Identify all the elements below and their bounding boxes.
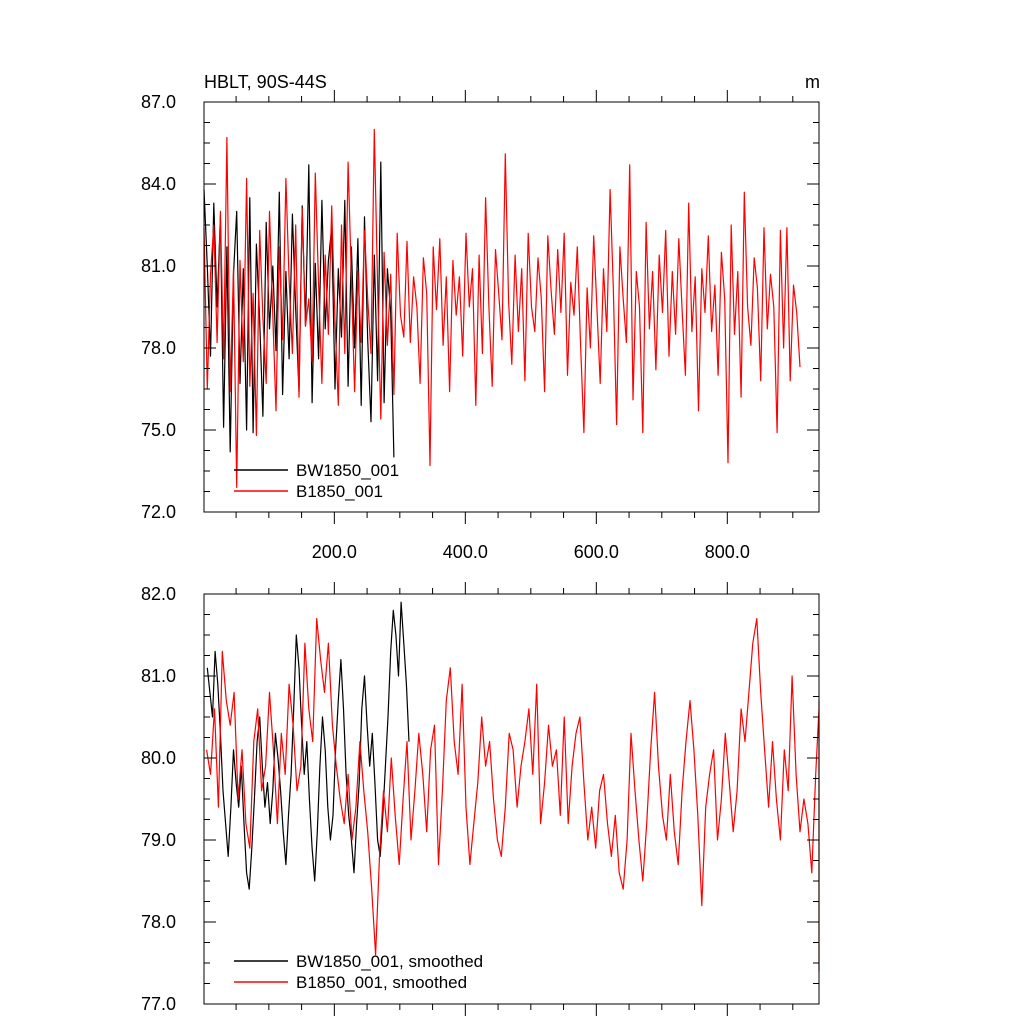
- top-series-line-1: [203, 128, 801, 488]
- bottom-y-tick-label: 82.0: [141, 584, 176, 604]
- bottom-plot-area: [206, 601, 820, 972]
- top-x-tick-label: 200.0: [312, 542, 357, 562]
- top-panel: HBLT, 90S-44S m 72.0 75.0 78.0 81.0 84.0 87.0…: [141, 72, 820, 562]
- top-x-tick-label: 400.0: [443, 542, 488, 562]
- bottom-series-line-0: [206, 601, 410, 890]
- top-panel-unit-label: m: [805, 72, 820, 92]
- top-y-tick-label: 81.0: [141, 256, 176, 276]
- top-x-tick-label: 600.0: [574, 542, 619, 562]
- bottom-series-line-1: [206, 617, 820, 972]
- legend-label-bw1850-smoothed: BW1850_001, smoothed: [296, 952, 483, 971]
- top-y-tick-label: 87.0: [141, 92, 176, 112]
- top-y-tick-label: 84.0: [141, 174, 176, 194]
- top-panel-title: HBLT, 90S-44S: [204, 72, 327, 92]
- top-y-tick-label: 75.0: [141, 420, 176, 440]
- bottom-y-tick-label: 79.0: [141, 830, 176, 850]
- bottom-panel: 77.0 78.0 79.0 80.0 81.0 82.0 BW1850_001, smo…: [141, 582, 820, 1016]
- legend-label-bw1850: BW1850_001: [296, 461, 399, 480]
- top-ticks: 72.0 75.0 78.0 81.0 84.0 87.0 200.0 400.0 600.0 8…: [141, 90, 819, 562]
- legend-label-b1850-smoothed: B1850_001, smoothed: [296, 973, 467, 992]
- bottom-legend: BW1850_001, smoothed B1850_001, smoothed: [234, 952, 483, 992]
- top-plot-frame: [203, 101, 820, 513]
- bottom-plot-frame: [203, 593, 820, 1005]
- top-y-tick-label: 72.0: [141, 502, 176, 522]
- bottom-y-tick-label: 78.0: [141, 912, 176, 932]
- top-legend: BW1850_001 B1850_001: [234, 461, 399, 501]
- bottom-y-tick-label: 80.0: [141, 748, 176, 768]
- bottom-y-tick-label: 77.0: [141, 994, 176, 1014]
- top-plot-area: [203, 128, 801, 488]
- top-y-tick-label: 78.0: [141, 338, 176, 358]
- top-x-tick-label: 800.0: [705, 542, 750, 562]
- bottom-y-tick-label: 81.0: [141, 666, 176, 686]
- bottom-ticks: 77.0 78.0 79.0 80.0 81.0 82.0: [141, 582, 819, 1016]
- legend-label-b1850: B1850_001: [296, 482, 383, 501]
